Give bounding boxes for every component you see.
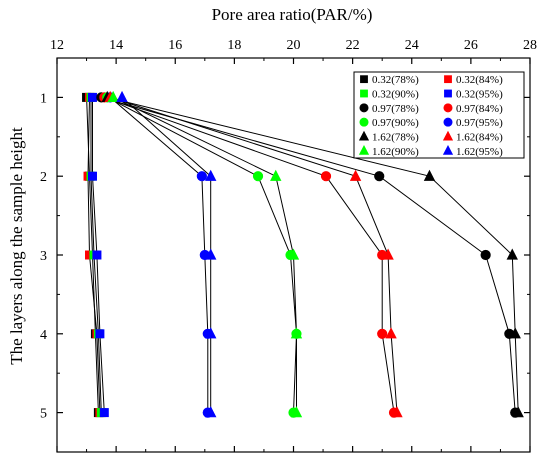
y-tick-label: 2 <box>40 170 47 185</box>
x-tick-label: 24 <box>405 38 419 53</box>
data-point <box>205 406 217 418</box>
x-tick-label: 28 <box>523 38 537 53</box>
y-tick-label: 1 <box>40 91 47 106</box>
legend-marker <box>359 117 369 127</box>
data-point <box>92 250 102 260</box>
data-point <box>349 169 362 181</box>
legend-entry: 1.62(95%) <box>456 146 503 158</box>
data-point <box>87 171 97 181</box>
legend-entry: 0.32(84%) <box>456 74 503 86</box>
data-point <box>423 169 436 181</box>
data-point <box>320 171 332 182</box>
legend-marker <box>358 130 370 141</box>
legend-entry: 0.32(95%) <box>456 89 503 101</box>
data-point <box>99 408 109 418</box>
data-point <box>116 90 128 103</box>
data-point <box>480 249 491 261</box>
data-point <box>506 248 518 260</box>
legend-marker <box>443 103 453 113</box>
data-point <box>107 90 119 103</box>
data-point <box>374 171 385 182</box>
y-tick-label: 5 <box>40 407 47 422</box>
x-tick-label: 14 <box>109 38 123 53</box>
y-axis-title: The layers along the sample height <box>7 127 26 365</box>
legend-entry: 1.62(84%) <box>456 132 503 144</box>
legend-marker <box>444 89 452 98</box>
legend-entry: 0.97(95%) <box>456 117 503 129</box>
series-line <box>104 96 395 413</box>
data-point <box>287 248 300 260</box>
legend-box <box>353 71 525 159</box>
data-point <box>95 329 105 339</box>
x-tick-label: 26 <box>464 38 478 53</box>
x-tick-label: 20 <box>287 38 301 53</box>
legend-entry: 1.62(78%) <box>372 132 419 144</box>
data-point <box>391 406 403 418</box>
series-markers <box>82 90 524 418</box>
legend-marker <box>358 145 370 155</box>
data-point <box>205 327 217 339</box>
data-point <box>290 327 303 339</box>
legend-marker <box>444 75 452 84</box>
legend-entry: 0.32(90%) <box>372 89 419 101</box>
legend-entry: 0.97(84%) <box>456 103 503 115</box>
plot-area <box>56 57 531 453</box>
legend-entry: 0.97(90%) <box>372 117 419 129</box>
legend-marker <box>359 103 369 113</box>
data-point <box>377 328 388 339</box>
data-point <box>87 92 97 102</box>
x-tick-label: 22 <box>346 38 360 53</box>
data-point <box>385 327 397 339</box>
data-point <box>382 248 394 260</box>
data-point <box>205 169 217 181</box>
series-line <box>109 97 209 413</box>
x-tick-label: 18 <box>227 38 241 53</box>
legend-entry: 0.97(78%) <box>372 103 419 115</box>
data-point <box>252 171 264 182</box>
data-point <box>270 169 282 181</box>
data-point <box>512 406 524 418</box>
y-tick-label: 3 <box>40 249 47 264</box>
legend-marker <box>442 145 454 155</box>
legend-marker <box>442 130 454 141</box>
legend: 0.32(78%) 0.32(84%) 0.32(90%) 0.32(95%) 0.97… <box>353 71 525 159</box>
legend-entry: 0.32(78%) <box>372 74 419 86</box>
x-axis-title: Pore area ratio(PAR/%) <box>212 5 373 24</box>
data-point <box>290 406 303 418</box>
data-point <box>196 171 207 182</box>
legend-entry: 1.62(90%) <box>372 146 419 158</box>
legend-marker <box>360 75 368 84</box>
data-point <box>509 327 521 339</box>
x-tick-label: 16 <box>168 38 182 53</box>
x-tick-label: 12 <box>50 38 64 53</box>
y-tick-label: 4 <box>40 328 47 343</box>
data-point <box>205 248 217 260</box>
legend-marker <box>360 89 368 98</box>
legend-marker <box>443 117 453 127</box>
